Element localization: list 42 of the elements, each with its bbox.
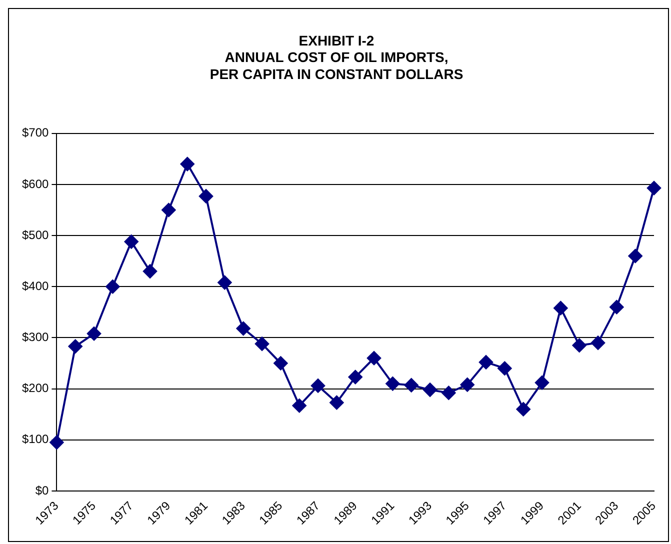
point <box>367 351 382 366</box>
point <box>591 336 606 350</box>
y-tick-label: $500 <box>22 228 50 242</box>
point <box>423 382 438 397</box>
point <box>236 322 250 336</box>
point <box>143 264 158 278</box>
point <box>68 339 82 354</box>
point <box>311 378 326 393</box>
point <box>87 326 102 341</box>
point <box>180 157 194 172</box>
point <box>199 189 214 204</box>
point <box>348 370 362 384</box>
chart-title: EXHIBIT I-2 ANNUAL COST OF OIL IMPORTS, PER CAPITA IN CONSTANT DOLLARS <box>210 32 464 82</box>
y-tick-label: $200 <box>22 381 50 396</box>
point <box>442 386 456 400</box>
point <box>218 276 232 290</box>
point <box>516 402 530 416</box>
point <box>106 280 120 294</box>
point <box>330 396 344 410</box>
y-tick-label: $0 <box>35 483 50 498</box>
y-tick-label: $600 <box>22 176 50 191</box>
point <box>554 301 568 316</box>
point <box>274 356 288 370</box>
point <box>255 336 270 351</box>
point <box>628 248 642 263</box>
point <box>162 203 176 218</box>
point <box>610 300 624 314</box>
y-tick-label: $400 <box>22 278 50 293</box>
point <box>572 338 586 352</box>
point <box>460 378 474 392</box>
y-tick-label: $100 <box>22 432 50 446</box>
point <box>647 181 661 196</box>
point <box>292 398 306 413</box>
point <box>498 361 512 376</box>
point <box>404 378 418 392</box>
point <box>50 435 64 450</box>
point <box>535 376 550 390</box>
y-tick-label: $700 <box>22 126 50 140</box>
point <box>479 355 494 370</box>
y-tick-label: $300 <box>22 330 50 344</box>
point <box>386 376 400 391</box>
point <box>124 234 138 249</box>
